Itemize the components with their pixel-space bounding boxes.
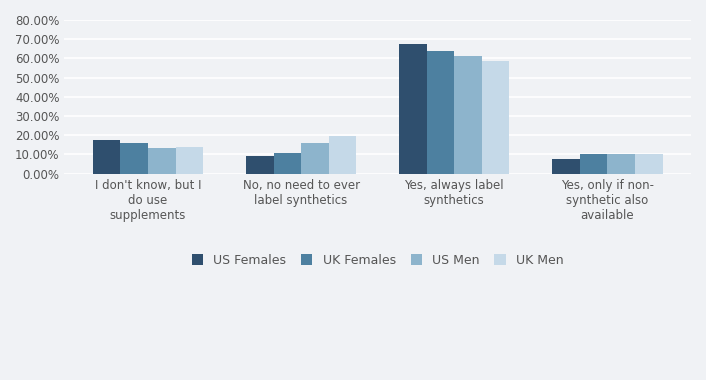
Bar (273, 152, 301, 174)
Bar (246, 156, 273, 174)
Bar (635, 154, 662, 174)
Bar (607, 154, 635, 174)
Bar (580, 154, 607, 174)
Bar (454, 56, 481, 174)
Bar (148, 148, 176, 174)
Bar (93, 140, 121, 174)
Bar (301, 143, 329, 174)
Bar (552, 159, 580, 174)
Bar (481, 61, 509, 174)
Bar (426, 51, 454, 174)
Bar (399, 44, 426, 174)
Legend: US Females, UK Females, US Men, UK Men: US Females, UK Females, US Men, UK Men (187, 249, 568, 272)
Bar (329, 136, 357, 174)
Bar (121, 143, 148, 174)
Bar (176, 147, 203, 174)
